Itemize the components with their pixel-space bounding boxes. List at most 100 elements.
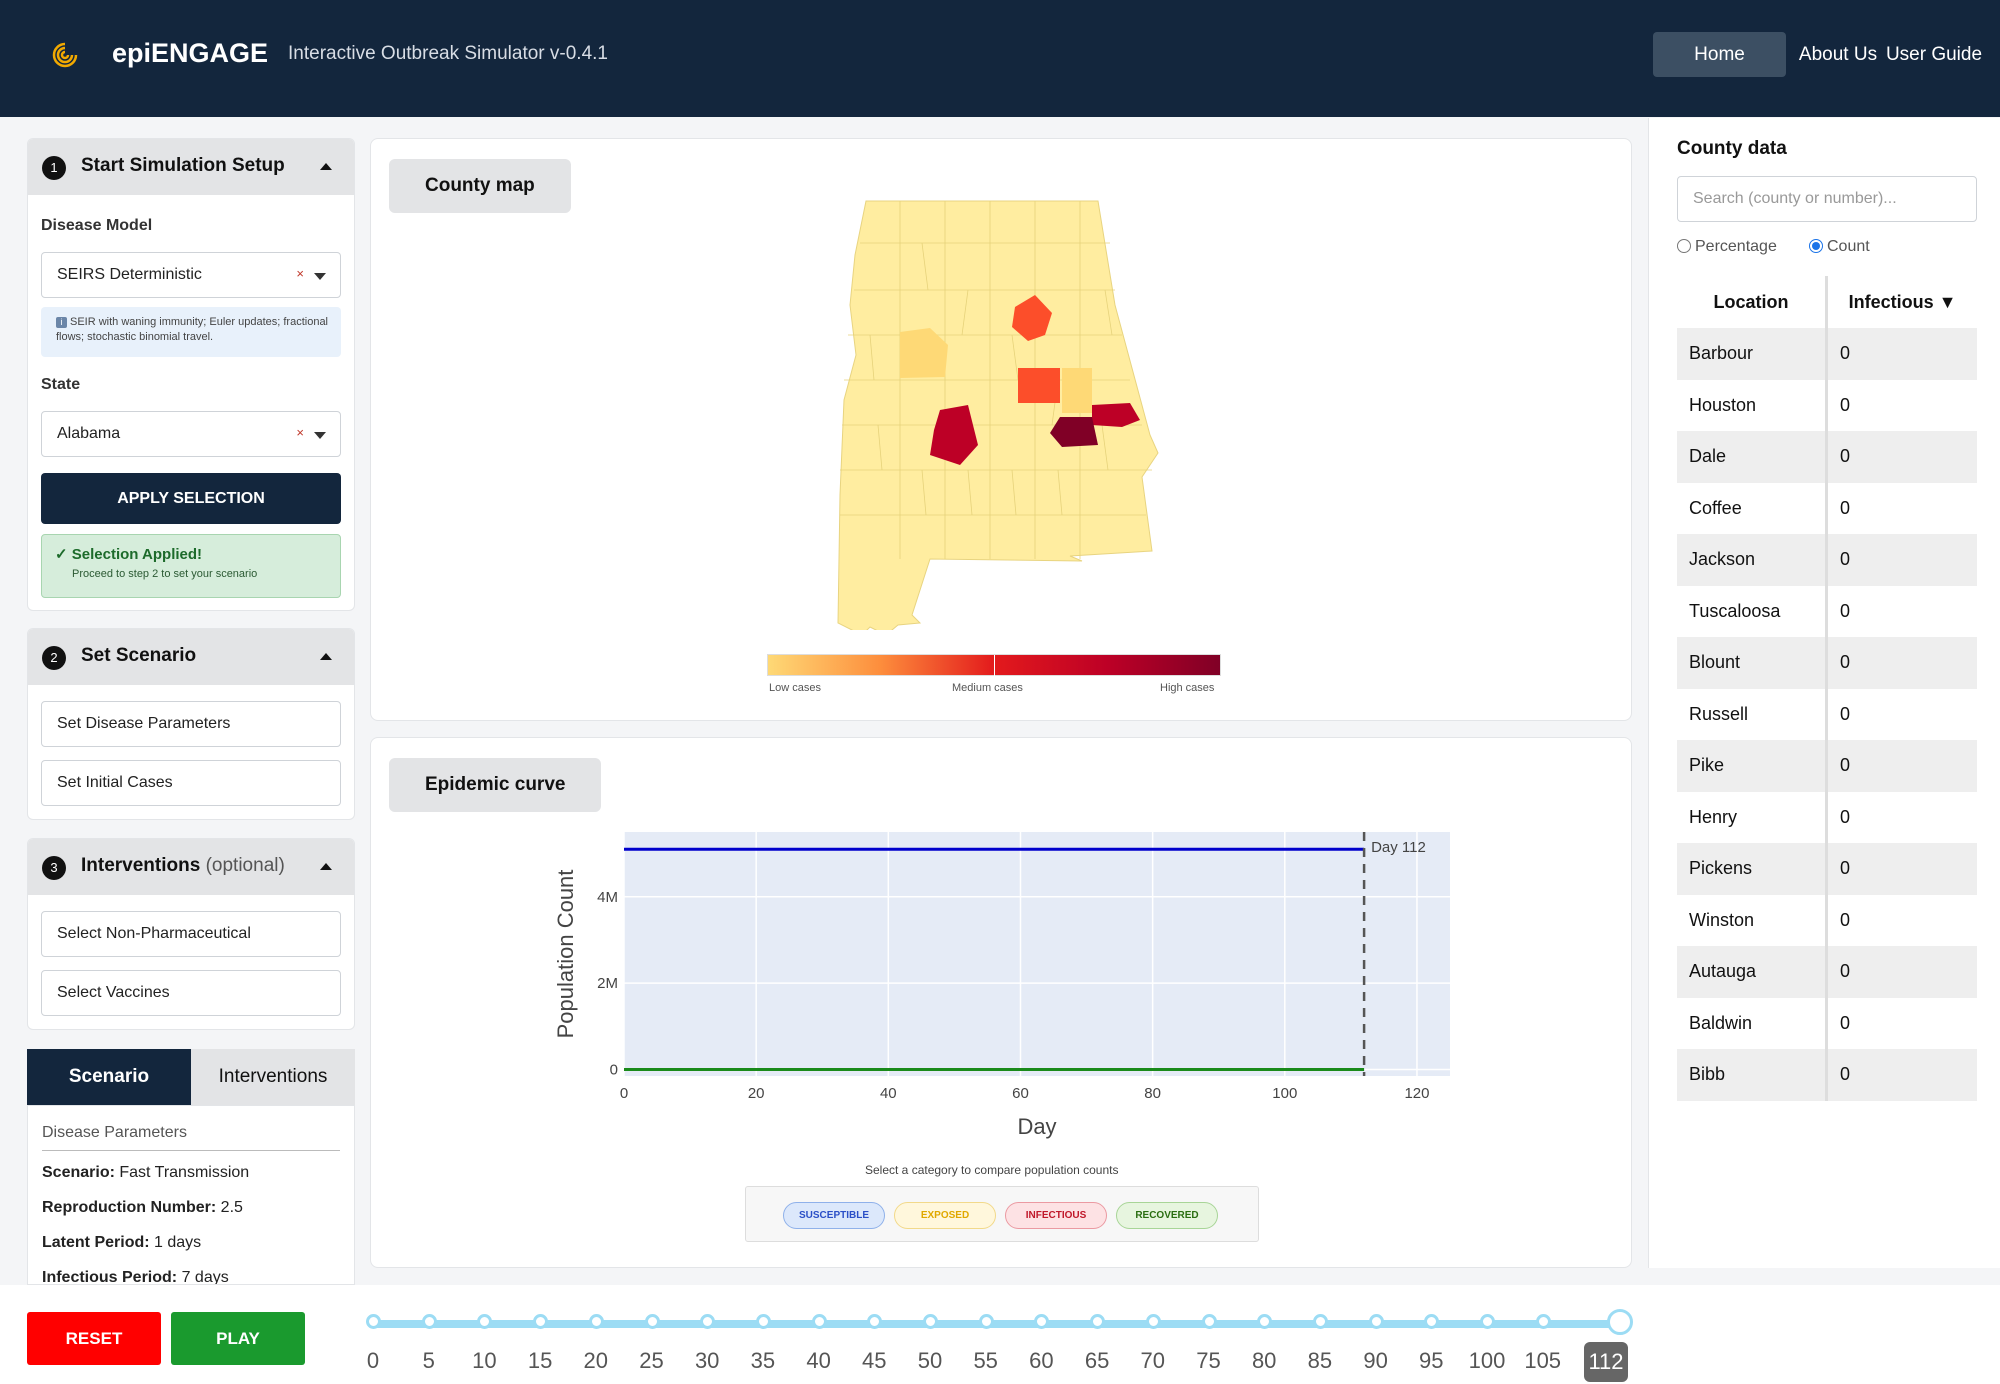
select-npi-button[interactable]: Select Non-Pharmaceutical [41, 911, 341, 957]
clear-icon[interactable]: × [296, 425, 304, 440]
legend-medium: Medium cases [952, 682, 1023, 694]
slider-tick[interactable] [923, 1314, 938, 1329]
play-button[interactable]: PLAY [171, 1312, 305, 1365]
slider-tick[interactable] [1424, 1314, 1440, 1329]
infectious-value-cell: 0 [1840, 600, 1851, 621]
slider-tick[interactable] [1201, 1314, 1217, 1329]
alabama-county-map[interactable] [830, 195, 1170, 630]
state-select[interactable]: Alabama × [41, 411, 341, 457]
apply-selection-button[interactable]: APPLY SELECTION [41, 473, 341, 524]
infectious-value-cell: 0 [1840, 909, 1851, 930]
infectious-period-row: Infectious Period: 7 days [42, 1269, 229, 1285]
infectious-value-cell: 0 [1840, 961, 1851, 981]
infectious-value-cell: 0 [1840, 858, 1851, 878]
nav-user-guide[interactable]: User Guide [1885, 44, 1983, 65]
category-legend: SUSCEPTIBLE EXPOSED INFECTIOUS RECOVERED [745, 1186, 1259, 1242]
slider-tick[interactable] [366, 1314, 381, 1329]
table-row[interactable]: Russell 0 [1677, 689, 1977, 741]
slider-tick[interactable] [700, 1314, 716, 1329]
slider-tick[interactable] [421, 1314, 437, 1329]
slider-tick[interactable] [1145, 1314, 1161, 1329]
x-tick-label: 0 [620, 1085, 628, 1102]
collapse-caret-icon[interactable] [320, 163, 332, 170]
slider-tick[interactable] [811, 1314, 827, 1329]
radio-selected-icon[interactable] [1809, 239, 1823, 253]
infectious-value-cell: 0 [1840, 497, 1851, 518]
day-slider-track[interactable] [373, 1320, 1620, 1328]
x-tick-label: 80 [1144, 1085, 1161, 1102]
day-slider-handle[interactable] [1607, 1309, 1633, 1335]
interventions-card-header[interactable]: 3 Interventions (optional) [28, 839, 354, 895]
nav-about-us[interactable]: About Us [1798, 44, 1878, 65]
county-search-input[interactable]: Search (county or number)... [1677, 176, 1977, 222]
x-tick-label: 20 [748, 1085, 765, 1102]
y-axis-label: Population Count [553, 870, 578, 1039]
table-row[interactable]: Tuscaloosa 0 [1677, 586, 1977, 638]
table-row[interactable]: Winston 0 [1677, 895, 1977, 947]
infectious-value-cell: 0 [1840, 703, 1851, 724]
table-row[interactable]: Houston 0 [1677, 380, 1977, 432]
tab-interventions[interactable]: Interventions [191, 1049, 355, 1105]
percentage-radio[interactable]: Percentage [1677, 238, 1777, 256]
slider-tick[interactable] [1480, 1314, 1495, 1329]
table-row[interactable]: Henry 0 [1677, 792, 1977, 844]
info-text: SEIR with waning immunity; Euler updates… [56, 316, 329, 343]
slider-tick[interactable] [867, 1314, 883, 1329]
slider-tick[interactable] [755, 1314, 771, 1329]
table-row[interactable]: Baldwin 0 [1677, 998, 1977, 1050]
susceptible-pill[interactable]: SUSCEPTIBLE [783, 1202, 885, 1229]
slider-tick[interactable] [1034, 1314, 1050, 1329]
setup-card-header[interactable]: 1 Start Simulation Setup [28, 139, 354, 195]
x-tick-label: 60 [1012, 1085, 1029, 1102]
nav-home[interactable]: Home [1653, 32, 1786, 77]
count-radio[interactable]: Count [1809, 238, 1870, 256]
slider-tick[interactable] [533, 1314, 549, 1329]
exposed-pill[interactable]: EXPOSED [894, 1202, 996, 1229]
slider-tick[interactable] [477, 1314, 493, 1329]
slider-tick[interactable] [978, 1314, 994, 1329]
step-number: 2 [42, 646, 66, 670]
state-label: State [41, 376, 81, 393]
slider-day-label: 35 [750, 1348, 776, 1373]
info-icon: i [56, 317, 67, 328]
column-infectious[interactable]: Infectious ▼ [1828, 276, 1977, 328]
epidemic-curve-chip: Epidemic curve [389, 758, 602, 812]
infectious-value-cell: 0 [1840, 394, 1851, 415]
y-tick-label: 2M [597, 975, 618, 992]
slider-tick[interactable] [1368, 1314, 1384, 1329]
setup-card: 1 Start Simulation Setup Disease Model S… [27, 138, 355, 611]
county-st-clair [1018, 368, 1060, 403]
collapse-caret-icon[interactable] [320, 653, 332, 660]
epidemic-curve-chart[interactable]: 0 20 40 60 80 100 120 0 2M 4M Day 112 Day Population… [540, 820, 1460, 1150]
reset-button[interactable]: RESET [27, 1312, 161, 1365]
slider-tick[interactable] [588, 1314, 604, 1329]
clear-icon[interactable]: × [296, 266, 304, 281]
radio-icon[interactable] [1677, 239, 1691, 253]
infectious-value-cell: 0 [1840, 806, 1851, 827]
scenario-card-header[interactable]: 2 Set Scenario [28, 629, 354, 685]
select-vaccines-button[interactable]: Select Vaccines [41, 970, 341, 1016]
table-row[interactable]: Coffee 0 [1677, 483, 1977, 535]
recovered-pill[interactable]: RECOVERED [1116, 1202, 1218, 1229]
y-tick-label: 0 [610, 1062, 618, 1079]
slider-tick[interactable] [1535, 1314, 1551, 1329]
slider-tick[interactable] [1312, 1314, 1328, 1329]
slider-tick[interactable] [1090, 1314, 1106, 1329]
set-disease-parameters-button[interactable]: Set Disease Parameters [41, 701, 341, 747]
tab-scenario[interactable]: Scenario [27, 1049, 191, 1105]
county-randolph [1092, 403, 1140, 427]
dropdown-arrow-icon[interactable] [314, 273, 326, 280]
slider-tick[interactable] [644, 1314, 660, 1329]
county-tallapoosa [1050, 417, 1098, 447]
collapse-caret-icon[interactable] [320, 863, 332, 870]
disease-model-select[interactable]: SEIRS Deterministic × [41, 252, 341, 298]
set-initial-cases-button[interactable]: Set Initial Cases [41, 760, 341, 806]
y-tick-label: 4M [597, 889, 618, 906]
optional-tag: (optional) [205, 855, 285, 876]
slider-tick[interactable] [1257, 1314, 1273, 1329]
dropdown-arrow-icon[interactable] [314, 432, 326, 439]
setup-title: Start Simulation Setup [81, 155, 285, 176]
slider-day-label: 100 [1468, 1348, 1506, 1373]
column-location[interactable]: Location [1677, 276, 1825, 328]
infectious-pill[interactable]: INFECTIOUS [1005, 1202, 1107, 1229]
